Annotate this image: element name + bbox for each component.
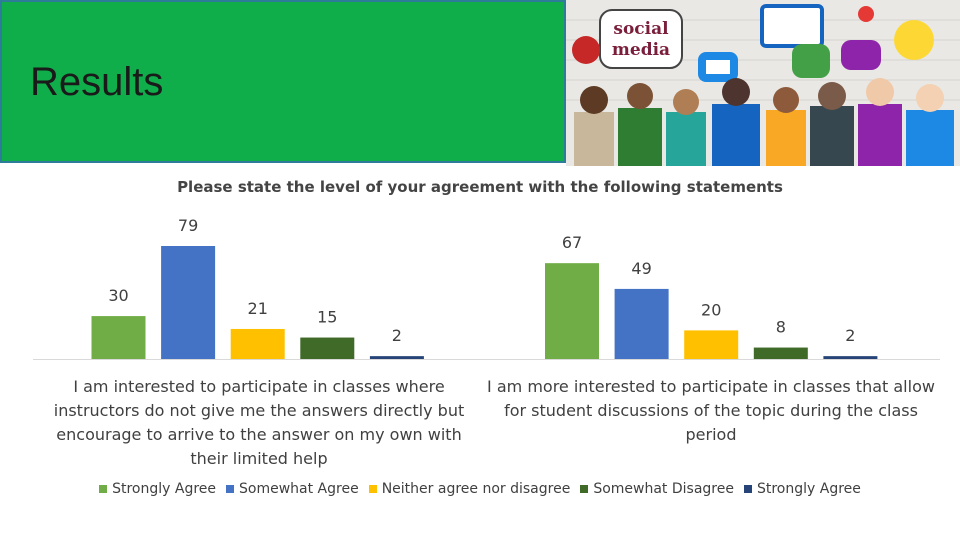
bar-chart: 30 79 21 15 2 67 49 20 8 2	[33, 216, 940, 360]
legend-label: Neither agree nor disagree	[381, 481, 571, 497]
chart-title: Please state the level of your agreement…	[177, 178, 783, 196]
value-label-c2-s1: 67	[562, 233, 582, 252]
value-label-c1-s1: 30	[108, 286, 128, 305]
legend-item-5: Strongly Agree	[743, 481, 861, 497]
legend-item-3: Neither agree nor disagree	[368, 481, 571, 497]
bar-c2-s1	[545, 263, 599, 359]
bar-c2-s2	[614, 288, 669, 359]
legend-swatch	[368, 485, 377, 493]
title-band: Results	[0, 0, 566, 163]
bar-c2-s5	[823, 356, 878, 359]
legend-item-4: Somewhat Disagree	[580, 481, 734, 497]
bar-c2-s3	[684, 330, 739, 359]
slide-title: Results	[30, 60, 164, 104]
value-label-c1-s3: 21	[248, 299, 268, 318]
legend-label: Strongly Agree	[756, 481, 861, 497]
social-media-photo: social media	[566, 0, 960, 166]
value-label-c2-s3: 20	[701, 300, 721, 319]
bar-c1-s3	[230, 328, 285, 359]
value-label-c2-s5: 2	[845, 326, 855, 345]
value-label-c2-s4: 8	[776, 318, 786, 337]
legend-label: Somewhat Disagree	[593, 481, 734, 497]
bar-c1-s5	[369, 356, 424, 359]
value-label-c2-s2: 49	[631, 259, 651, 278]
legend-label: Strongly Agree	[112, 481, 217, 497]
legend-swatch	[226, 485, 235, 493]
bar-c1-s4	[300, 337, 355, 359]
category-label-2: I am more interested to participate in c…	[487, 377, 935, 444]
badge-line2: media	[612, 40, 670, 60]
legend-swatch	[580, 485, 589, 493]
legend-swatch	[99, 485, 108, 493]
category-label-1: I am interested to participate in classe…	[53, 377, 465, 468]
badge-line1: social	[613, 19, 669, 39]
value-label-c1-s5: 2	[392, 326, 402, 345]
bar-c1-s2	[161, 246, 216, 359]
legend-item-1: Strongly Agree	[99, 481, 216, 497]
legend-label: Somewhat Agree	[239, 481, 359, 497]
legend-item-2: Somewhat Agree	[226, 481, 359, 497]
bar-c2-s4	[753, 347, 808, 359]
value-label-c1-s2: 79	[178, 216, 198, 235]
bar-c1-s1	[91, 316, 146, 359]
legend: Strongly Agree Somewhat Agree Neither agre…	[0, 481, 960, 497]
legend-swatch	[743, 485, 752, 493]
value-label-c1-s4: 15	[317, 308, 337, 327]
